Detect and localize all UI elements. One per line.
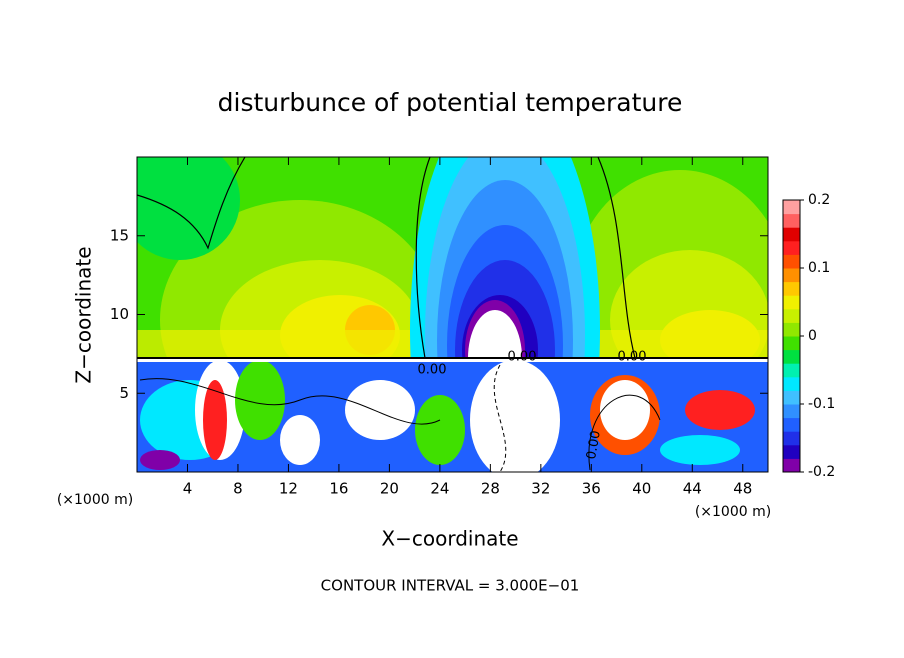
colorbar-tick-label: -0.2 bbox=[808, 464, 835, 480]
y-tick-label: 5 bbox=[119, 384, 129, 402]
colorbar-swatch bbox=[783, 281, 800, 296]
colorbar-swatch bbox=[783, 308, 800, 323]
contour-label: 0.00 bbox=[618, 350, 647, 365]
y-axis-label: Z−coordinate bbox=[72, 246, 96, 383]
x-unit-label: (×1000 m) bbox=[695, 504, 771, 520]
chart-title: disturbunce of potential temperature bbox=[218, 88, 683, 117]
colorbar-swatch bbox=[783, 444, 800, 459]
colorbar-swatch bbox=[783, 417, 800, 432]
colorbar-tick-label: 0.1 bbox=[808, 260, 830, 276]
colorbar-tick-label: 0.2 bbox=[808, 192, 830, 208]
colorbar-tick-label: -0.1 bbox=[808, 396, 835, 412]
contour-label: 0.00 bbox=[584, 429, 604, 460]
colorbar-swatch bbox=[783, 240, 800, 255]
colorbar-swatch bbox=[783, 431, 800, 446]
x-tick-label: 32 bbox=[531, 480, 550, 498]
field bbox=[137, 157, 768, 472]
x-axis-label: X−coordinate bbox=[381, 527, 518, 551]
colorbar-swatch bbox=[783, 322, 800, 337]
colorbar-swatch bbox=[783, 376, 800, 391]
x-tick-label: 40 bbox=[632, 480, 651, 498]
colorbar-swatch bbox=[783, 254, 800, 269]
colorbar-swatch bbox=[783, 336, 800, 351]
colorbar-swatch bbox=[783, 295, 800, 310]
colorbar-tick-label: 0 bbox=[808, 328, 817, 344]
y-tick-label: 10 bbox=[110, 305, 129, 323]
x-tick-label: 24 bbox=[430, 480, 449, 498]
colorbar-swatch bbox=[783, 404, 800, 419]
x-tick-label: 48 bbox=[733, 480, 752, 498]
x-tick-label: 36 bbox=[582, 480, 601, 498]
footer-note: CONTOUR INTERVAL = 3.000E−01 bbox=[321, 577, 580, 595]
x-tick-label: 20 bbox=[380, 480, 399, 498]
x-unit-label: (×1000 m) bbox=[57, 492, 133, 508]
colorbar-swatch bbox=[783, 227, 800, 242]
colorbar-swatch bbox=[783, 349, 800, 364]
contour-label: 0.00 bbox=[418, 363, 447, 378]
colorbar-swatch bbox=[783, 458, 800, 473]
x-tick-label: 12 bbox=[279, 480, 298, 498]
colorbar-swatch bbox=[783, 268, 800, 283]
x-tick-label: 4 bbox=[183, 480, 193, 498]
x-tick-label: 16 bbox=[329, 480, 348, 498]
colorbar-swatch bbox=[783, 390, 800, 405]
x-tick-label: 44 bbox=[683, 480, 702, 498]
colorbar-swatch bbox=[783, 213, 800, 228]
x-tick-label: 8 bbox=[233, 480, 243, 498]
contour-label: 0.00 bbox=[508, 350, 537, 365]
colorbar-swatch bbox=[783, 363, 800, 378]
x-tick-label: 28 bbox=[481, 480, 500, 498]
y-tick-label: 15 bbox=[110, 226, 129, 244]
colorbar-swatch bbox=[783, 200, 800, 215]
